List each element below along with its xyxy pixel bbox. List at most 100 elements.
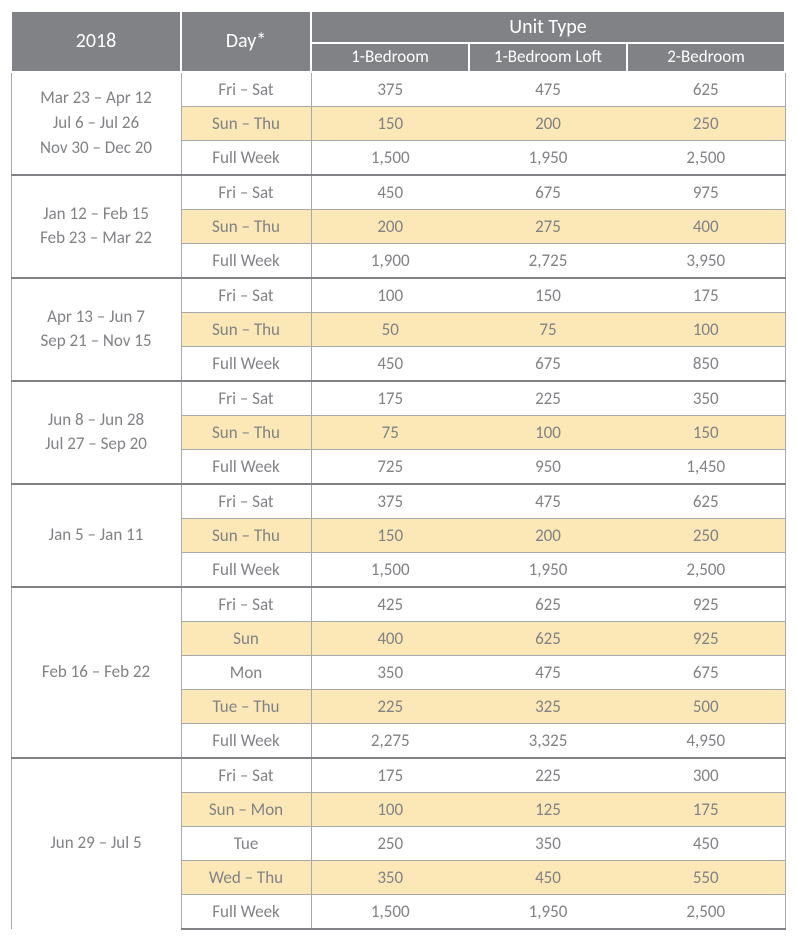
day-cell: Fri – Sat — [181, 758, 311, 793]
day-cell: Full Week — [181, 140, 311, 175]
value-cell: 725 — [311, 449, 469, 484]
value-cell: 350 — [311, 860, 469, 894]
table-row: Jun 29 – Jul 5Fri – Sat175225300 — [11, 758, 785, 793]
header-day: Day* — [181, 11, 311, 72]
table-row: Jun 8 – Jun 28Jul 27 – Sep 20Fri – Sat17… — [11, 381, 785, 416]
value-cell: 450 — [469, 860, 627, 894]
value-cell: 275 — [469, 209, 627, 243]
value-cell: 625 — [469, 621, 627, 655]
day-cell: Full Week — [181, 894, 311, 929]
value-cell: 175 — [627, 278, 785, 313]
value-cell: 675 — [469, 175, 627, 210]
value-cell: 1,950 — [469, 140, 627, 175]
value-cell: 150 — [311, 106, 469, 140]
value-cell: 200 — [311, 209, 469, 243]
value-cell: 950 — [469, 449, 627, 484]
value-cell: 125 — [469, 792, 627, 826]
value-cell: 225 — [311, 689, 469, 723]
date-range-cell: Mar 23 – Apr 12Jul 6 – Jul 26Nov 30 – De… — [11, 72, 181, 175]
date-range-cell: Jun 8 – Jun 28Jul 27 – Sep 20 — [11, 381, 181, 484]
value-cell: 100 — [311, 278, 469, 313]
value-cell: 625 — [627, 72, 785, 107]
day-cell: Sun – Mon — [181, 792, 311, 826]
day-cell: Full Week — [181, 552, 311, 587]
value-cell: 1,950 — [469, 552, 627, 587]
value-cell: 150 — [311, 518, 469, 552]
value-cell: 75 — [311, 415, 469, 449]
value-cell: 450 — [311, 175, 469, 210]
value-cell: 1,900 — [311, 243, 469, 278]
value-cell: 975 — [627, 175, 785, 210]
value-cell: 2,500 — [627, 894, 785, 929]
value-cell: 850 — [627, 346, 785, 381]
header-unit-group: Unit Type — [311, 11, 785, 43]
header-year: 2018 — [11, 11, 181, 72]
value-cell: 2,725 — [469, 243, 627, 278]
value-cell: 450 — [627, 826, 785, 860]
value-cell: 150 — [469, 278, 627, 313]
table-row: Jan 5 – Jan 11Fri – Sat375475625 — [11, 484, 785, 519]
value-cell: 175 — [311, 758, 469, 793]
table-row: Feb 16 – Feb 22Fri – Sat425625925 — [11, 587, 785, 622]
day-cell: Fri – Sat — [181, 175, 311, 210]
value-cell: 450 — [311, 346, 469, 381]
value-cell: 3,950 — [627, 243, 785, 278]
value-cell: 350 — [627, 381, 785, 416]
day-cell: Sun – Thu — [181, 415, 311, 449]
day-cell: Sun — [181, 621, 311, 655]
table-body: Mar 23 – Apr 12Jul 6 – Jul 26Nov 30 – De… — [11, 72, 785, 929]
value-cell: 425 — [311, 587, 469, 622]
day-cell: Full Week — [181, 723, 311, 758]
day-cell: Wed – Thu — [181, 860, 311, 894]
value-cell: 75 — [469, 312, 627, 346]
value-cell: 1,500 — [311, 140, 469, 175]
value-cell: 250 — [627, 106, 785, 140]
header-unit-2: 2-Bedroom — [627, 43, 785, 72]
day-cell: Sun – Thu — [181, 312, 311, 346]
value-cell: 225 — [469, 758, 627, 793]
value-cell: 175 — [311, 381, 469, 416]
value-cell: 400 — [311, 621, 469, 655]
value-cell: 2,500 — [627, 140, 785, 175]
value-cell: 475 — [469, 655, 627, 689]
value-cell: 100 — [311, 792, 469, 826]
rates-table: 2018 Day* Unit Type 1-Bedroom 1-Bedroom … — [10, 10, 786, 930]
value-cell: 475 — [469, 484, 627, 519]
value-cell: 925 — [627, 587, 785, 622]
day-cell: Sun – Thu — [181, 518, 311, 552]
value-cell: 550 — [627, 860, 785, 894]
value-cell: 3,325 — [469, 723, 627, 758]
day-cell: Mon — [181, 655, 311, 689]
date-range-cell: Jan 5 – Jan 11 — [11, 484, 181, 587]
value-cell: 475 — [469, 72, 627, 107]
value-cell: 4,950 — [627, 723, 785, 758]
value-cell: 925 — [627, 621, 785, 655]
day-cell: Full Week — [181, 346, 311, 381]
value-cell: 625 — [627, 484, 785, 519]
value-cell: 250 — [311, 826, 469, 860]
day-cell: Sun – Thu — [181, 209, 311, 243]
table-row: Mar 23 – Apr 12Jul 6 – Jul 26Nov 30 – De… — [11, 72, 785, 107]
day-cell: Fri – Sat — [181, 381, 311, 416]
date-range-cell: Apr 13 – Jun 7Sep 21 – Nov 15 — [11, 278, 181, 381]
value-cell: 250 — [627, 518, 785, 552]
date-range-cell: Jan 12 – Feb 15Feb 23 – Mar 22 — [11, 175, 181, 278]
value-cell: 1,450 — [627, 449, 785, 484]
value-cell: 350 — [311, 655, 469, 689]
table-header: 2018 Day* Unit Type 1-Bedroom 1-Bedroom … — [11, 11, 785, 72]
value-cell: 100 — [627, 312, 785, 346]
value-cell: 625 — [469, 587, 627, 622]
day-cell: Tue — [181, 826, 311, 860]
value-cell: 500 — [627, 689, 785, 723]
table-row: Jan 12 – Feb 15Feb 23 – Mar 22Fri – Sat4… — [11, 175, 785, 210]
value-cell: 375 — [311, 484, 469, 519]
day-cell: Fri – Sat — [181, 72, 311, 107]
date-range-cell: Feb 16 – Feb 22 — [11, 587, 181, 758]
value-cell: 175 — [627, 792, 785, 826]
value-cell: 325 — [469, 689, 627, 723]
value-cell: 200 — [469, 518, 627, 552]
value-cell: 1,950 — [469, 894, 627, 929]
value-cell: 1,500 — [311, 552, 469, 587]
value-cell: 375 — [311, 72, 469, 107]
value-cell: 400 — [627, 209, 785, 243]
